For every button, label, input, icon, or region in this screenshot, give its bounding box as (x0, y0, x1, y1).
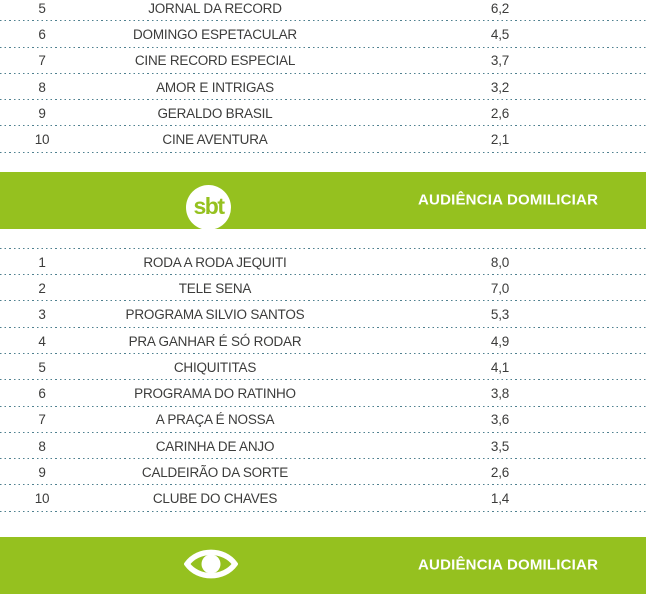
rank-cell: 7 (38, 53, 46, 69)
rank-cell: 8 (38, 438, 46, 454)
rating-cell: 3,7 (490, 53, 510, 69)
rating-cell: 4,9 (490, 333, 510, 349)
band-header-label: AUDIÊNCIA DOMILICIAR (418, 556, 599, 574)
table-top-divider (0, 247, 646, 249)
sbt-header-band: sbt AUDIÊNCIA DOMILICIAR (0, 171, 646, 230)
rank-cell: 10 (34, 132, 50, 148)
program-cell: PROGRAMA DO RATINHO (134, 386, 296, 402)
table-row: 9 GERALDO BRASIL 2,6 (0, 100, 646, 127)
rank-cell: 5 (38, 359, 46, 375)
rank-cell: 6 (38, 27, 46, 43)
band-header-band: AUDIÊNCIA DOMILICIAR (0, 536, 646, 594)
rank-cell: 5 (38, 0, 46, 16)
rank-cell: 9 (38, 106, 46, 122)
table-row: 10 CLUBE DO CHAVES 1,4 (0, 485, 646, 513)
sbt-header-label: AUDIÊNCIA DOMILICIAR (418, 191, 599, 209)
rating-cell: 3,2 (490, 79, 510, 95)
sbt-logo-text: sbt (193, 192, 226, 219)
sbt-logo-icon: sbt (186, 184, 231, 230)
rating-cell: 3,6 (490, 412, 510, 428)
rank-cell: 3 (38, 307, 46, 323)
table-row: 3 PROGRAMA SILVIO SANTOS 5,3 (0, 301, 646, 328)
program-cell: CINE AVENTURA (162, 132, 268, 148)
table-row: 2 TELE SENA 7,0 (0, 275, 646, 302)
table-row: 7 CINE RECORD ESPECIAL 3,7 (0, 48, 646, 75)
program-cell: PRA GANHAR É SÓ RODAR (128, 333, 302, 349)
program-cell: CINE RECORD ESPECIAL (134, 53, 296, 69)
table-row: 9 CALDEIRÃO DA SORTE 2,6 (0, 459, 646, 486)
program-cell: RODA A RODA JEQUITI (143, 254, 287, 270)
sbt-rows: 1 RODA A RODA JEQUITI 8,0 2 TELE SENA 7,… (0, 249, 646, 513)
table-row: 5 JORNAL DA RECORD 6,2 (0, 0, 646, 22)
rating-cell: 7,0 (490, 280, 510, 296)
program-cell: AMOR E INTRIGAS (156, 79, 274, 95)
table-row: 8 AMOR E INTRIGAS 3,2 (0, 74, 646, 101)
program-cell: PROGRAMA SILVIO SANTOS (125, 307, 305, 323)
rank-cell: 8 (38, 79, 46, 95)
program-cell: CLUBE DO CHAVES (152, 491, 278, 507)
program-cell: JORNAL DA RECORD (148, 0, 282, 16)
program-cell: CHIQUITITAS (173, 359, 257, 375)
table-row: 6 PROGRAMA DO RATINHO 3,8 (0, 380, 646, 407)
program-cell: GERALDO BRASIL (157, 106, 273, 122)
table-row: 4 PRA GANHAR É SÓ RODAR 4,9 (0, 328, 646, 355)
program-cell: A PRAÇA É NOSSA (155, 412, 275, 428)
rating-cell: 2,1 (490, 132, 510, 148)
table-row: 5 CHIQUITITAS 4,1 (0, 354, 646, 381)
band-eye-logo-icon (184, 549, 238, 578)
table-row: 1 RODA A RODA JEQUITI 8,0 (0, 249, 646, 276)
rating-cell: 8,0 (490, 254, 510, 270)
rating-cell: 3,8 (490, 386, 510, 402)
sbt-ratings-table: 1 RODA A RODA JEQUITI 8,0 2 TELE SENA 7,… (0, 247, 646, 513)
table-row: 6 DOMINGO ESPETACULAR 4,5 (0, 21, 646, 48)
program-cell: CALDEIRÃO DA SORTE (141, 465, 289, 481)
program-cell: CARINHA DE ANJO (155, 438, 275, 454)
rank-cell: 10 (34, 491, 50, 507)
rating-cell: 6,2 (490, 0, 510, 16)
rating-cell: 4,1 (490, 359, 510, 375)
program-cell: TELE SENA (178, 280, 252, 296)
rank-cell: 7 (38, 412, 46, 428)
rank-cell: 4 (38, 333, 46, 349)
table-row: 8 CARINHA DE ANJO 3,5 (0, 433, 646, 460)
table-row: 7 A PRAÇA É NOSSA 3,6 (0, 407, 646, 434)
rank-cell: 6 (38, 386, 46, 402)
rating-cell: 2,6 (490, 106, 510, 122)
rank-cell: 2 (38, 280, 46, 296)
rating-cell: 4,5 (490, 27, 510, 43)
rank-cell: 9 (38, 465, 46, 481)
program-cell: DOMINGO ESPETACULAR (133, 27, 297, 43)
rating-cell: 3,5 (490, 438, 510, 454)
rating-cell: 2,6 (490, 465, 510, 481)
table-row: 10 CINE AVENTURA 2,1 (0, 126, 646, 154)
record-ratings-table: 5 JORNAL DA RECORD 6,2 6 DOMINGO ESPETAC… (0, 0, 646, 154)
rank-cell: 1 (38, 254, 46, 270)
rating-cell: 1,4 (490, 491, 510, 507)
rating-cell: 5,3 (490, 307, 510, 323)
